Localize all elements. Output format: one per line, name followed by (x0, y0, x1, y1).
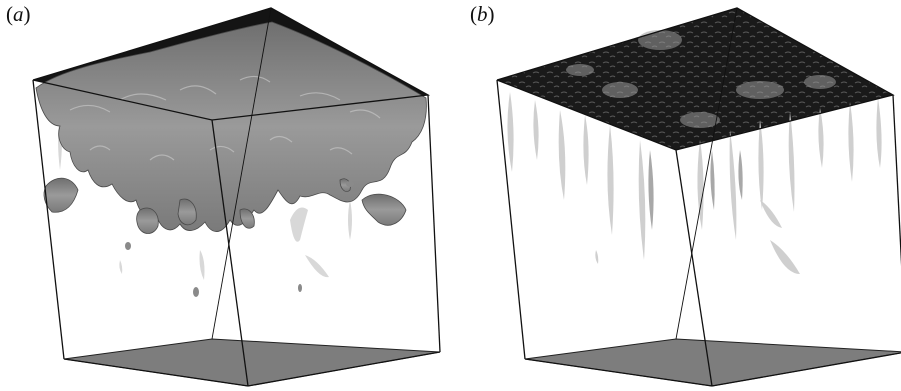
small-structures (125, 181, 354, 297)
box-edges (496, 7, 901, 387)
top-surface-patches (566, 30, 836, 128)
panel-a-label: (a) (6, 2, 31, 27)
panel-a-box (32, 7, 441, 387)
top-plane (497, 8, 893, 150)
paren-open: ( (470, 2, 477, 26)
shadow-streaks (507, 92, 882, 274)
paren-open: ( (6, 2, 13, 26)
vortex-isosurfaces (35, 21, 427, 234)
panel-letter: b (477, 2, 488, 26)
shadow-streaks-dark (648, 150, 743, 230)
box-edges (32, 7, 441, 387)
panel-b-box (496, 7, 901, 387)
panel-b-label: (b) (470, 2, 495, 27)
panel-letter: a (13, 2, 24, 26)
paren-close: ) (487, 2, 495, 26)
shadow-streaks (58, 110, 352, 280)
paren-close: ) (23, 2, 31, 26)
isosurface-highlights (69, 75, 381, 161)
